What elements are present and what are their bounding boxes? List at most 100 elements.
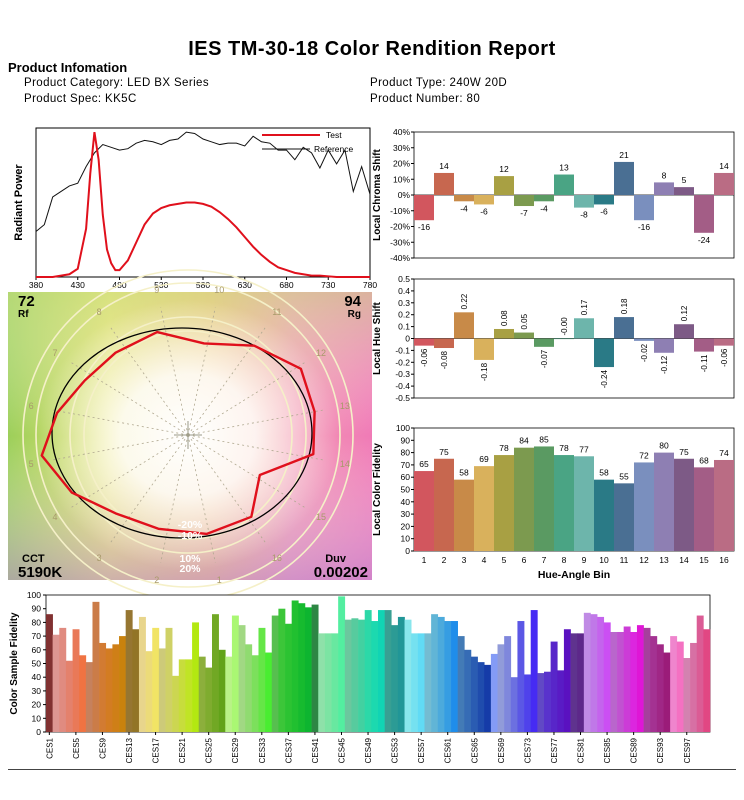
fid-bar-9 <box>574 456 594 551</box>
ces-bar-1 <box>46 614 53 732</box>
hue-bar-label: -0.06 <box>420 348 429 367</box>
ces-bar-73 <box>524 674 532 732</box>
fid-x-tick-label: 13 <box>659 555 669 565</box>
ces-bar-21 <box>178 659 186 732</box>
ces-bar-52 <box>384 610 392 732</box>
ces-bar-18 <box>158 648 166 732</box>
chroma-y-tick-label: 40% <box>393 127 410 137</box>
ces-bar-11 <box>112 644 120 732</box>
chroma-bar-label: -4 <box>540 203 548 213</box>
chroma-bar-label: 21 <box>619 150 629 160</box>
fid-y-tick-label: 70 <box>401 460 411 470</box>
ces-bar-32 <box>251 655 259 732</box>
fid-x-tick-label: 4 <box>482 555 487 565</box>
ces-x-tick-label: CES65 <box>470 737 479 763</box>
ces-y-tick-label: 70 <box>32 631 42 641</box>
ces-y-tick-label: 0 <box>36 727 41 737</box>
cvg-bin-label: 13 <box>340 401 350 411</box>
ces-bar-77 <box>550 641 558 732</box>
hue-bar-8 <box>554 338 574 340</box>
chroma-bar-7 <box>534 195 554 202</box>
ces-bar-59 <box>431 614 439 732</box>
fid-y-tick-label: 30 <box>401 509 411 519</box>
ces-bar-29 <box>231 615 239 732</box>
ces-x-tick-label: CES29 <box>231 737 240 763</box>
fid-x-tick-label: 6 <box>522 555 527 565</box>
ces-bar-80 <box>570 633 578 732</box>
ces-bar-93 <box>656 644 664 732</box>
chroma-bar-label: -24 <box>698 235 711 245</box>
chroma-y-tick-label: -10% <box>390 206 410 216</box>
fid-bar-8 <box>554 455 574 551</box>
chroma-y-tick-label: -40% <box>390 253 410 263</box>
ces-bar-26 <box>212 614 219 732</box>
fid-bar-15 <box>694 467 714 551</box>
ces-bar-98 <box>690 642 698 732</box>
hue-y-tick-label: 0.3 <box>398 298 410 308</box>
ces-bar-15 <box>138 616 146 732</box>
fid-y-tick-label: 10 <box>401 534 411 544</box>
ces-bar-12 <box>119 636 126 732</box>
ces-bar-65 <box>470 656 478 732</box>
ces-y-tick-label: 40 <box>32 672 42 682</box>
ces-x-tick-label: CES37 <box>284 737 293 763</box>
cvg-ring-label: 20% <box>179 563 201 575</box>
hue-y-tick-label: -0.2 <box>395 357 410 367</box>
ces-bar-37 <box>285 623 292 732</box>
hue-bar-label: 0.22 <box>460 293 469 309</box>
chroma-bar-5 <box>494 176 514 195</box>
hue-bar-3 <box>454 312 474 339</box>
fid-bar-label: 75 <box>679 447 689 457</box>
ces-bar-91 <box>643 627 651 732</box>
ces-bar-87 <box>617 631 624 732</box>
ces-bar-50 <box>371 621 379 732</box>
hue-bar-label: -0.18 <box>480 362 489 381</box>
report-title: IES TM-30-18 Color Rendition Report <box>188 38 556 60</box>
fid-bar-label: 78 <box>499 443 509 453</box>
ces-bar-46 <box>344 619 352 732</box>
ces-bar-90 <box>636 625 644 732</box>
ces-bar-94 <box>663 652 671 732</box>
ces-x-tick-label: CES49 <box>364 737 373 763</box>
ces-bar-7 <box>85 662 93 732</box>
hue-y-tick-label: 0 <box>405 334 410 344</box>
chroma-bar-14 <box>674 187 694 195</box>
hue-bar-label: -0.11 <box>700 354 709 372</box>
ces-bar-9 <box>99 642 107 732</box>
chroma-bar-label: 5 <box>682 175 687 185</box>
cvg-sector-divider <box>187 434 326 461</box>
chroma-bar-label: 12 <box>499 164 509 174</box>
spd-x-tick-label: 630 <box>238 280 252 290</box>
fid-bar-label: 72 <box>639 450 649 460</box>
chroma-y-tick-label: 20% <box>393 159 410 169</box>
ces-bar-100 <box>703 629 711 732</box>
ces-bar-35 <box>271 615 279 732</box>
ces-bar-23 <box>192 622 200 732</box>
cvg-ring-label: -10% <box>178 530 203 542</box>
cvg-sector-divider <box>160 307 189 436</box>
ces-bar-57 <box>417 633 425 732</box>
cvg-sector-divider <box>109 434 189 544</box>
fid-bar-label: 65 <box>419 459 429 469</box>
ces-y-tick-label: 60 <box>32 645 42 655</box>
test-spectrum-line <box>36 131 370 278</box>
hue-bar-12 <box>634 338 654 341</box>
hue-bar-label: 0.12 <box>680 305 689 321</box>
ces-bar-10 <box>105 648 113 732</box>
hue-bar-label: -0.24 <box>600 370 609 389</box>
ces-bar-68 <box>490 653 498 732</box>
hue-bar-6 <box>514 332 534 339</box>
cvg-bin-label: 10 <box>214 285 224 295</box>
spd-x-tick-label: 730 <box>321 280 335 290</box>
fid-bar-label: 55 <box>619 471 629 481</box>
ces-bar-81 <box>577 633 585 732</box>
fid-x-tick-label: 1 <box>422 555 427 565</box>
cvg-bin-label: 8 <box>97 307 102 317</box>
cvg-bin-label: 11 <box>272 307 281 317</box>
fid-y-axis-label: Local Color Fidelity <box>372 443 383 536</box>
fid-bar-13 <box>654 452 674 551</box>
fid-bar-label: 78 <box>559 443 569 453</box>
chroma-bar-label: 14 <box>719 161 729 171</box>
